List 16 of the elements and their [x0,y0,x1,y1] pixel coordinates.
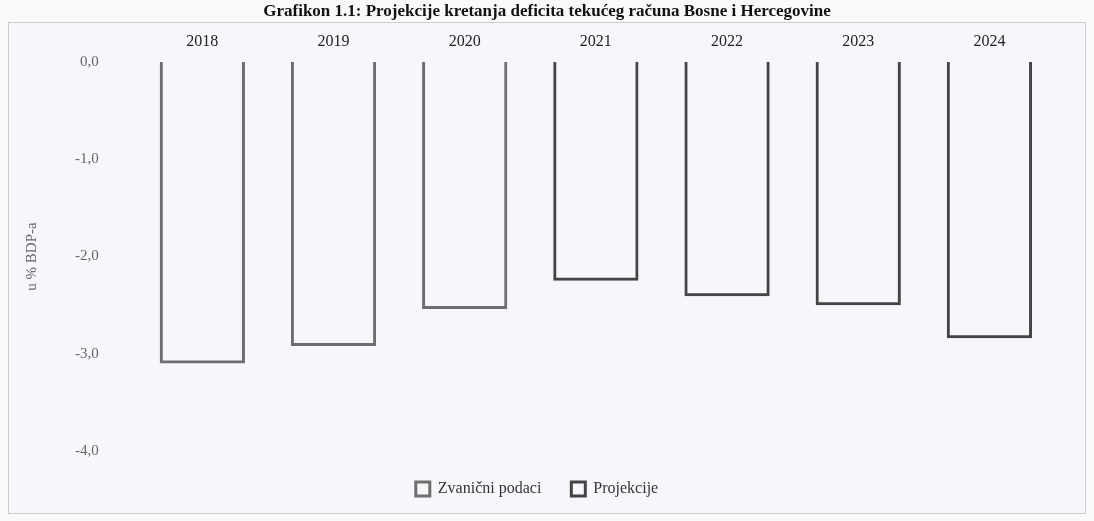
legend-label: Projekcije [593,479,659,498]
y-tick-label: -1,0 [75,150,99,167]
x-tick-label: 2020 [448,31,481,49]
x-tick-label: 2021 [579,31,612,49]
x-tick-label: 2023 [842,31,875,49]
chart-title: Grafikon 1.1: Projekcije kretanja deficita tekućeg računa Bosne i Hercegovine [262,0,832,22]
legend-label: Zvanični podaci [437,479,542,498]
x-tick-label: 2019 [317,31,350,49]
y-tick-label: 0,0 [80,52,99,69]
y-tick-label: -3,0 [75,344,99,361]
x-tick-label: 2018 [186,31,219,49]
y-tick-label: -4,0 [75,441,99,458]
x-tick-label: 2024 [973,31,1006,49]
y-axis-title: u % BDP-a [22,221,39,291]
y-tick-label: -2,0 [75,247,99,264]
x-tick-label: 2022 [711,31,744,49]
